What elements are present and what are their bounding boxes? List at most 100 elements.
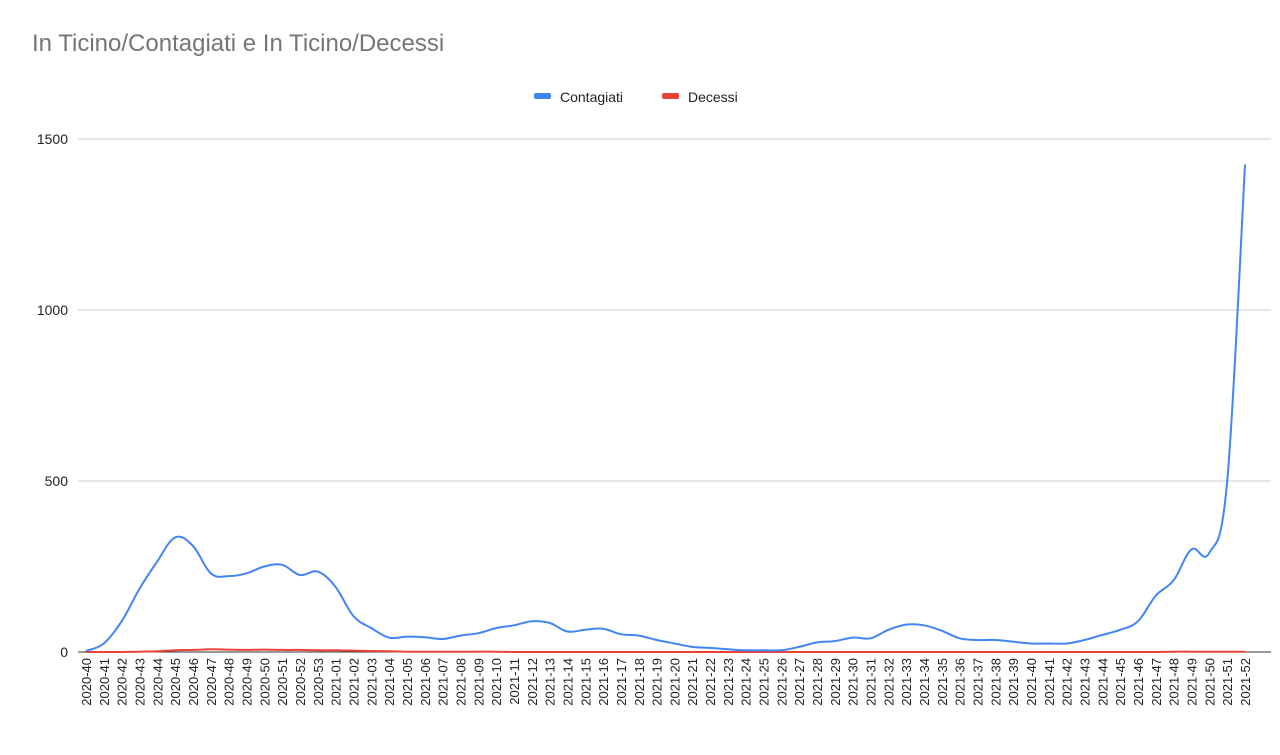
data-point-contagiati [459,635,461,637]
legend-swatch-decessi [662,93,679,99]
x-tick-label: 2020-52 [293,658,308,706]
data-point-decessi [1048,651,1050,653]
data-point-decessi [709,651,711,653]
x-tick-label: 2021-45 [1113,658,1128,706]
x-tick-label: 2021-49 [1185,658,1200,706]
data-point-decessi [905,651,907,653]
data-point-decessi [1226,651,1228,653]
data-point-decessi [174,649,176,651]
x-tick-label: 2021-34 [917,658,932,706]
x-tick-label: 2020-53 [311,658,326,706]
data-point-contagiati [370,627,372,629]
x-tick-label: 2021-11 [507,658,522,705]
data-point-contagiati [656,639,658,641]
data-point-decessi [370,650,372,652]
series-lines [85,164,1246,653]
data-point-contagiati [1244,164,1246,166]
x-tick-label: 2021-47 [1149,658,1164,706]
x-tick-label: 2021-43 [1078,658,1093,706]
x-tick-label: 2021-03 [364,658,379,706]
data-point-decessi [852,651,854,653]
x-tick-label: 2021-02 [346,658,361,706]
x-tick-label: 2021-35 [935,658,950,706]
y-axis: 0 500 1000 1500 [37,131,68,660]
gridlines [78,138,1271,653]
data-point-contagiati [602,628,604,630]
x-tick-label: 2021-33 [899,658,914,706]
data-point-contagiati [549,622,551,624]
x-tick-label: 2021-37 [971,658,986,706]
data-point-decessi [531,651,533,653]
data-point-decessi [156,650,158,652]
data-point-contagiati [513,624,515,626]
data-point-decessi [691,651,693,653]
data-point-decessi [1119,651,1121,653]
data-point-decessi [228,649,230,651]
data-point-decessi [317,649,319,651]
x-tick-label: 2020-46 [186,658,201,706]
data-point-contagiati [994,639,996,641]
x-tick-label: 2021-16 [596,658,611,706]
data-point-contagiati [1048,642,1050,644]
data-point-contagiati [798,646,800,648]
data-point-decessi [1066,651,1068,653]
x-tick-label: 2020-45 [168,658,183,706]
x-tick-label: 2021-36 [953,658,968,706]
data-point-decessi [192,649,194,651]
x-tick-label: 2021-08 [453,658,468,706]
x-tick-label: 2021-20 [667,658,682,706]
legend-label-decessi: Decessi [688,89,738,105]
data-point-decessi [1208,651,1210,653]
data-point-decessi [495,651,497,653]
data-point-contagiati [121,620,123,622]
data-point-contagiati [1030,642,1032,644]
data-point-decessi [1137,651,1139,653]
x-tick-label: 2021-25 [757,658,772,706]
data-point-decessi [245,649,247,651]
data-point-decessi [442,651,444,653]
x-tick-label: 2021-22 [703,658,718,706]
x-tick-label: 2021-12 [525,658,540,706]
data-point-decessi [566,651,568,653]
data-point-contagiati [584,629,586,631]
data-point-decessi [299,649,301,651]
data-point-contagiati [1226,480,1228,482]
x-tick-label: 2020-47 [204,658,219,706]
data-point-contagiati [709,647,711,649]
data-point-decessi [459,651,461,653]
x-tick-label: 2021-30 [846,658,861,706]
data-point-contagiati [281,564,283,566]
x-tick-label: 2021-21 [685,658,700,706]
data-point-decessi [1030,651,1032,653]
data-point-decessi [816,651,818,653]
data-point-decessi [281,649,283,651]
data-point-contagiati [959,637,961,639]
x-tick-label: 2021-26 [774,658,789,706]
data-point-contagiati [335,586,337,588]
y-tick-label: 0 [60,644,68,660]
x-tick-label: 2020-51 [275,658,290,706]
x-tick-label: 2021-44 [1095,658,1110,706]
data-point-decessi [798,651,800,653]
data-point-contagiati [941,630,943,632]
data-point-decessi [103,651,105,653]
x-tick-label: 2021-14 [560,658,575,706]
data-point-contagiati [566,630,568,632]
x-tick-label: 2021-05 [400,658,415,706]
data-point-contagiati [210,572,212,574]
x-tick-label: 2021-29 [828,658,843,706]
data-point-decessi [138,651,140,653]
x-tick-label: 2021-41 [1042,658,1057,706]
data-point-contagiati [245,572,247,574]
x-tick-label: 2020-43 [132,658,147,706]
data-point-decessi [121,651,123,653]
data-point-contagiati [138,588,140,590]
data-point-decessi [335,649,337,651]
data-point-decessi [1244,651,1246,653]
data-point-decessi [870,651,872,653]
data-point-decessi [994,651,996,653]
data-point-decessi [352,650,354,652]
data-point-contagiati [1012,641,1014,643]
data-point-contagiati [388,637,390,639]
y-tick-label: 1500 [37,131,68,147]
